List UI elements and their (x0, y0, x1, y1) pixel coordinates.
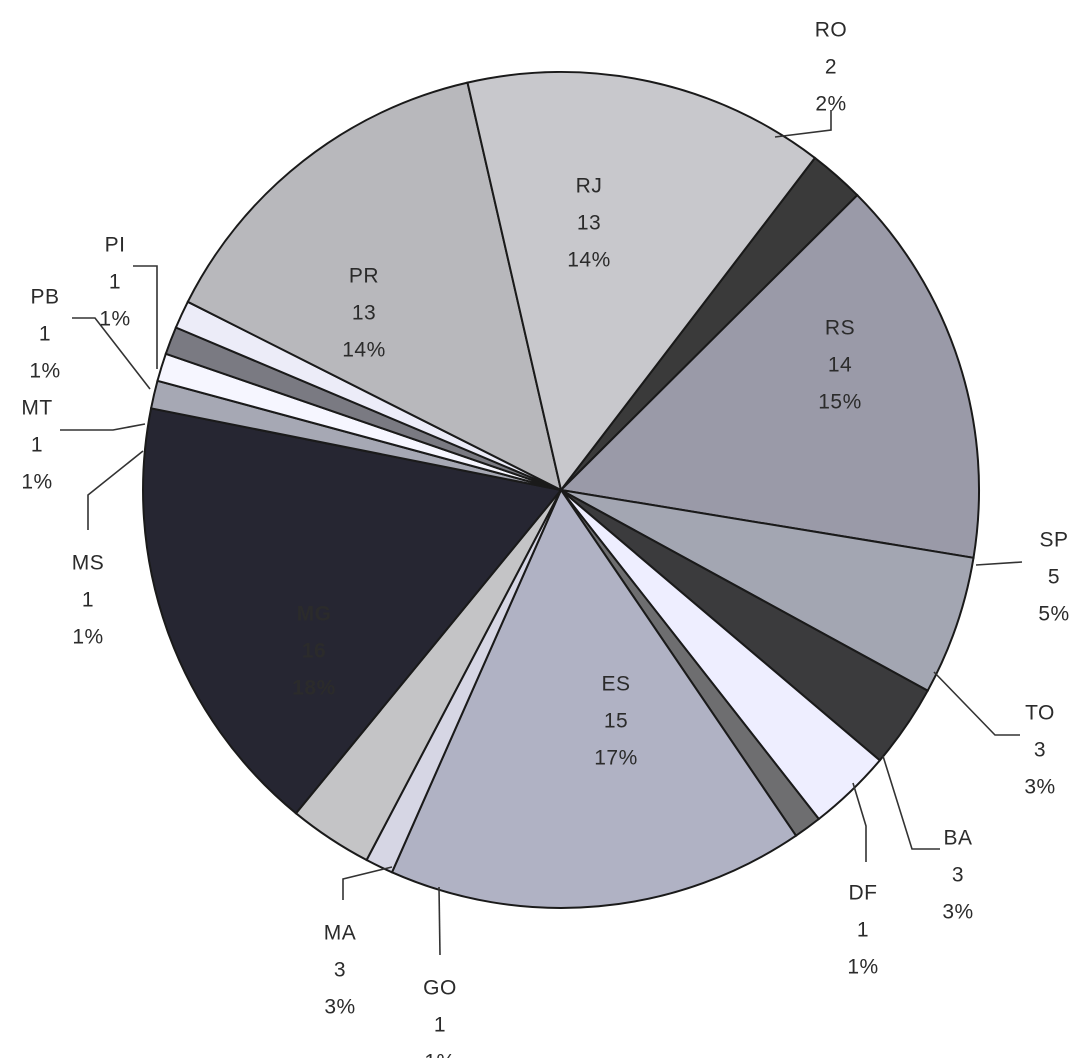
slice-label-rs: RS (825, 316, 855, 339)
slice-label-ms: MS 1 1% (72, 551, 105, 648)
slice-percent-mt: 1% (21, 470, 52, 493)
slice-percent-pb: 1% (29, 359, 60, 382)
slice-label-df: DF (849, 881, 878, 904)
slice-value-go: 1 (434, 1013, 446, 1036)
slice-label-pi: PI (105, 233, 126, 256)
slice-label-to: TO 3 3% (1024, 701, 1055, 798)
slice-value-sp: 5 (1048, 565, 1060, 588)
slice-label-mt: MT 1 1% (21, 396, 52, 493)
slice-value-ma: 3 (334, 958, 346, 981)
slice-label-es: ES (601, 672, 630, 695)
leader-line-sp (975, 561, 1023, 566)
slice-label-to: TO (1025, 701, 1055, 724)
slice-percent-df: 1% (847, 955, 878, 978)
slice-percent-to: 3% (1024, 775, 1055, 798)
leader-line-go (438, 886, 441, 956)
leader-line-mt (60, 423, 146, 431)
slice-label-pb: PB (30, 285, 59, 308)
slice-value-mt: 1 (31, 433, 43, 456)
leader-line-df (852, 782, 867, 862)
slice-percent-ms: 1% (72, 625, 103, 648)
slice-label-ma: MA 3 3% (324, 921, 357, 1018)
leader-line-pb (72, 317, 151, 390)
leader-line-ro (774, 110, 832, 138)
slice-label-rs: RS 14 15% (818, 316, 862, 413)
slice-label-go: GO (423, 976, 457, 999)
slice-label-rj: RJ (576, 174, 603, 197)
leader-line-to (933, 671, 1020, 736)
slice-label-sp: SP (1039, 528, 1068, 551)
slice-value-pi: 1 (109, 270, 121, 293)
slice-percent-sp: 5% (1038, 602, 1069, 625)
slice-percent-rs: 15% (818, 390, 862, 413)
slice-value-rs: 14 (828, 353, 852, 376)
leader-line-ma (342, 866, 393, 900)
slice-label-pb: PB 1 1% (29, 285, 60, 382)
slice-percent-ro: 2% (815, 92, 846, 115)
slice-percent-pi: 1% (99, 307, 130, 330)
slice-sp (560, 489, 975, 693)
pie-slices (142, 71, 981, 909)
slice-mg (142, 407, 563, 815)
slice-value-df: 1 (857, 918, 869, 941)
slice-value-pb: 1 (39, 322, 51, 345)
slice-pr (186, 81, 563, 492)
slice-label-ro: RO 2 2% (815, 18, 848, 115)
slice-percent-rj: 14% (567, 248, 611, 271)
slice-label-ba: BA 3 3% (942, 826, 973, 923)
slice-percent-ma: 3% (324, 995, 355, 1018)
slice-label-sp: SP 5 5% (1038, 528, 1069, 625)
slice-label-ro: RO (815, 18, 848, 41)
slice-percent-mg: 18% (292, 676, 336, 699)
slice-value-mg: 16 (302, 639, 326, 662)
slice-label-mg: MG (297, 602, 332, 625)
slice-label-df: DF 1 1% (847, 881, 878, 978)
slice-value-to: 3 (1034, 738, 1046, 761)
slice-value-rj: 13 (577, 211, 601, 234)
slice-value-ba: 3 (952, 863, 964, 886)
slice-rs (558, 193, 981, 559)
slice-label-pr: PR 13 14% (342, 264, 386, 361)
slice-labels: RO 2 2% RS 14 15% SP 5 5% TO 3 3% BA 3 3% DF 1 1% ES 15 17% G… (21, 18, 1069, 1058)
slice-label-pr: PR (349, 264, 379, 287)
slice-percent-go: 1% (424, 1050, 455, 1058)
leader-line-ba (882, 755, 940, 850)
slice-value-ms: 1 (82, 588, 94, 611)
slice-label-mt: MT (21, 396, 52, 419)
slice-label-ba: BA (943, 826, 972, 849)
leader-line-ms (87, 450, 144, 530)
slice-label-ms: MS (72, 551, 105, 574)
leader-line-pi (133, 265, 158, 369)
slice-label-mg: MG 16 18% (292, 602, 336, 699)
slice-value-es: 15 (604, 709, 628, 732)
slice-percent-pr: 14% (342, 338, 386, 361)
slice-label-rj: RJ 13 14% (567, 174, 611, 271)
slice-label-go: GO 1 1% (423, 976, 457, 1058)
slice-label-es: ES 15 17% (594, 672, 638, 769)
slice-value-ro: 2 (825, 55, 837, 78)
slice-percent-ba: 3% (942, 900, 973, 923)
slice-label-ma: MA (324, 921, 357, 944)
leader-lines (60, 110, 1023, 956)
slice-percent-es: 17% (594, 746, 638, 769)
slice-label-pi: PI 1 1% (99, 233, 130, 330)
slice-value-pr: 13 (352, 301, 376, 324)
slice-es (390, 487, 798, 909)
